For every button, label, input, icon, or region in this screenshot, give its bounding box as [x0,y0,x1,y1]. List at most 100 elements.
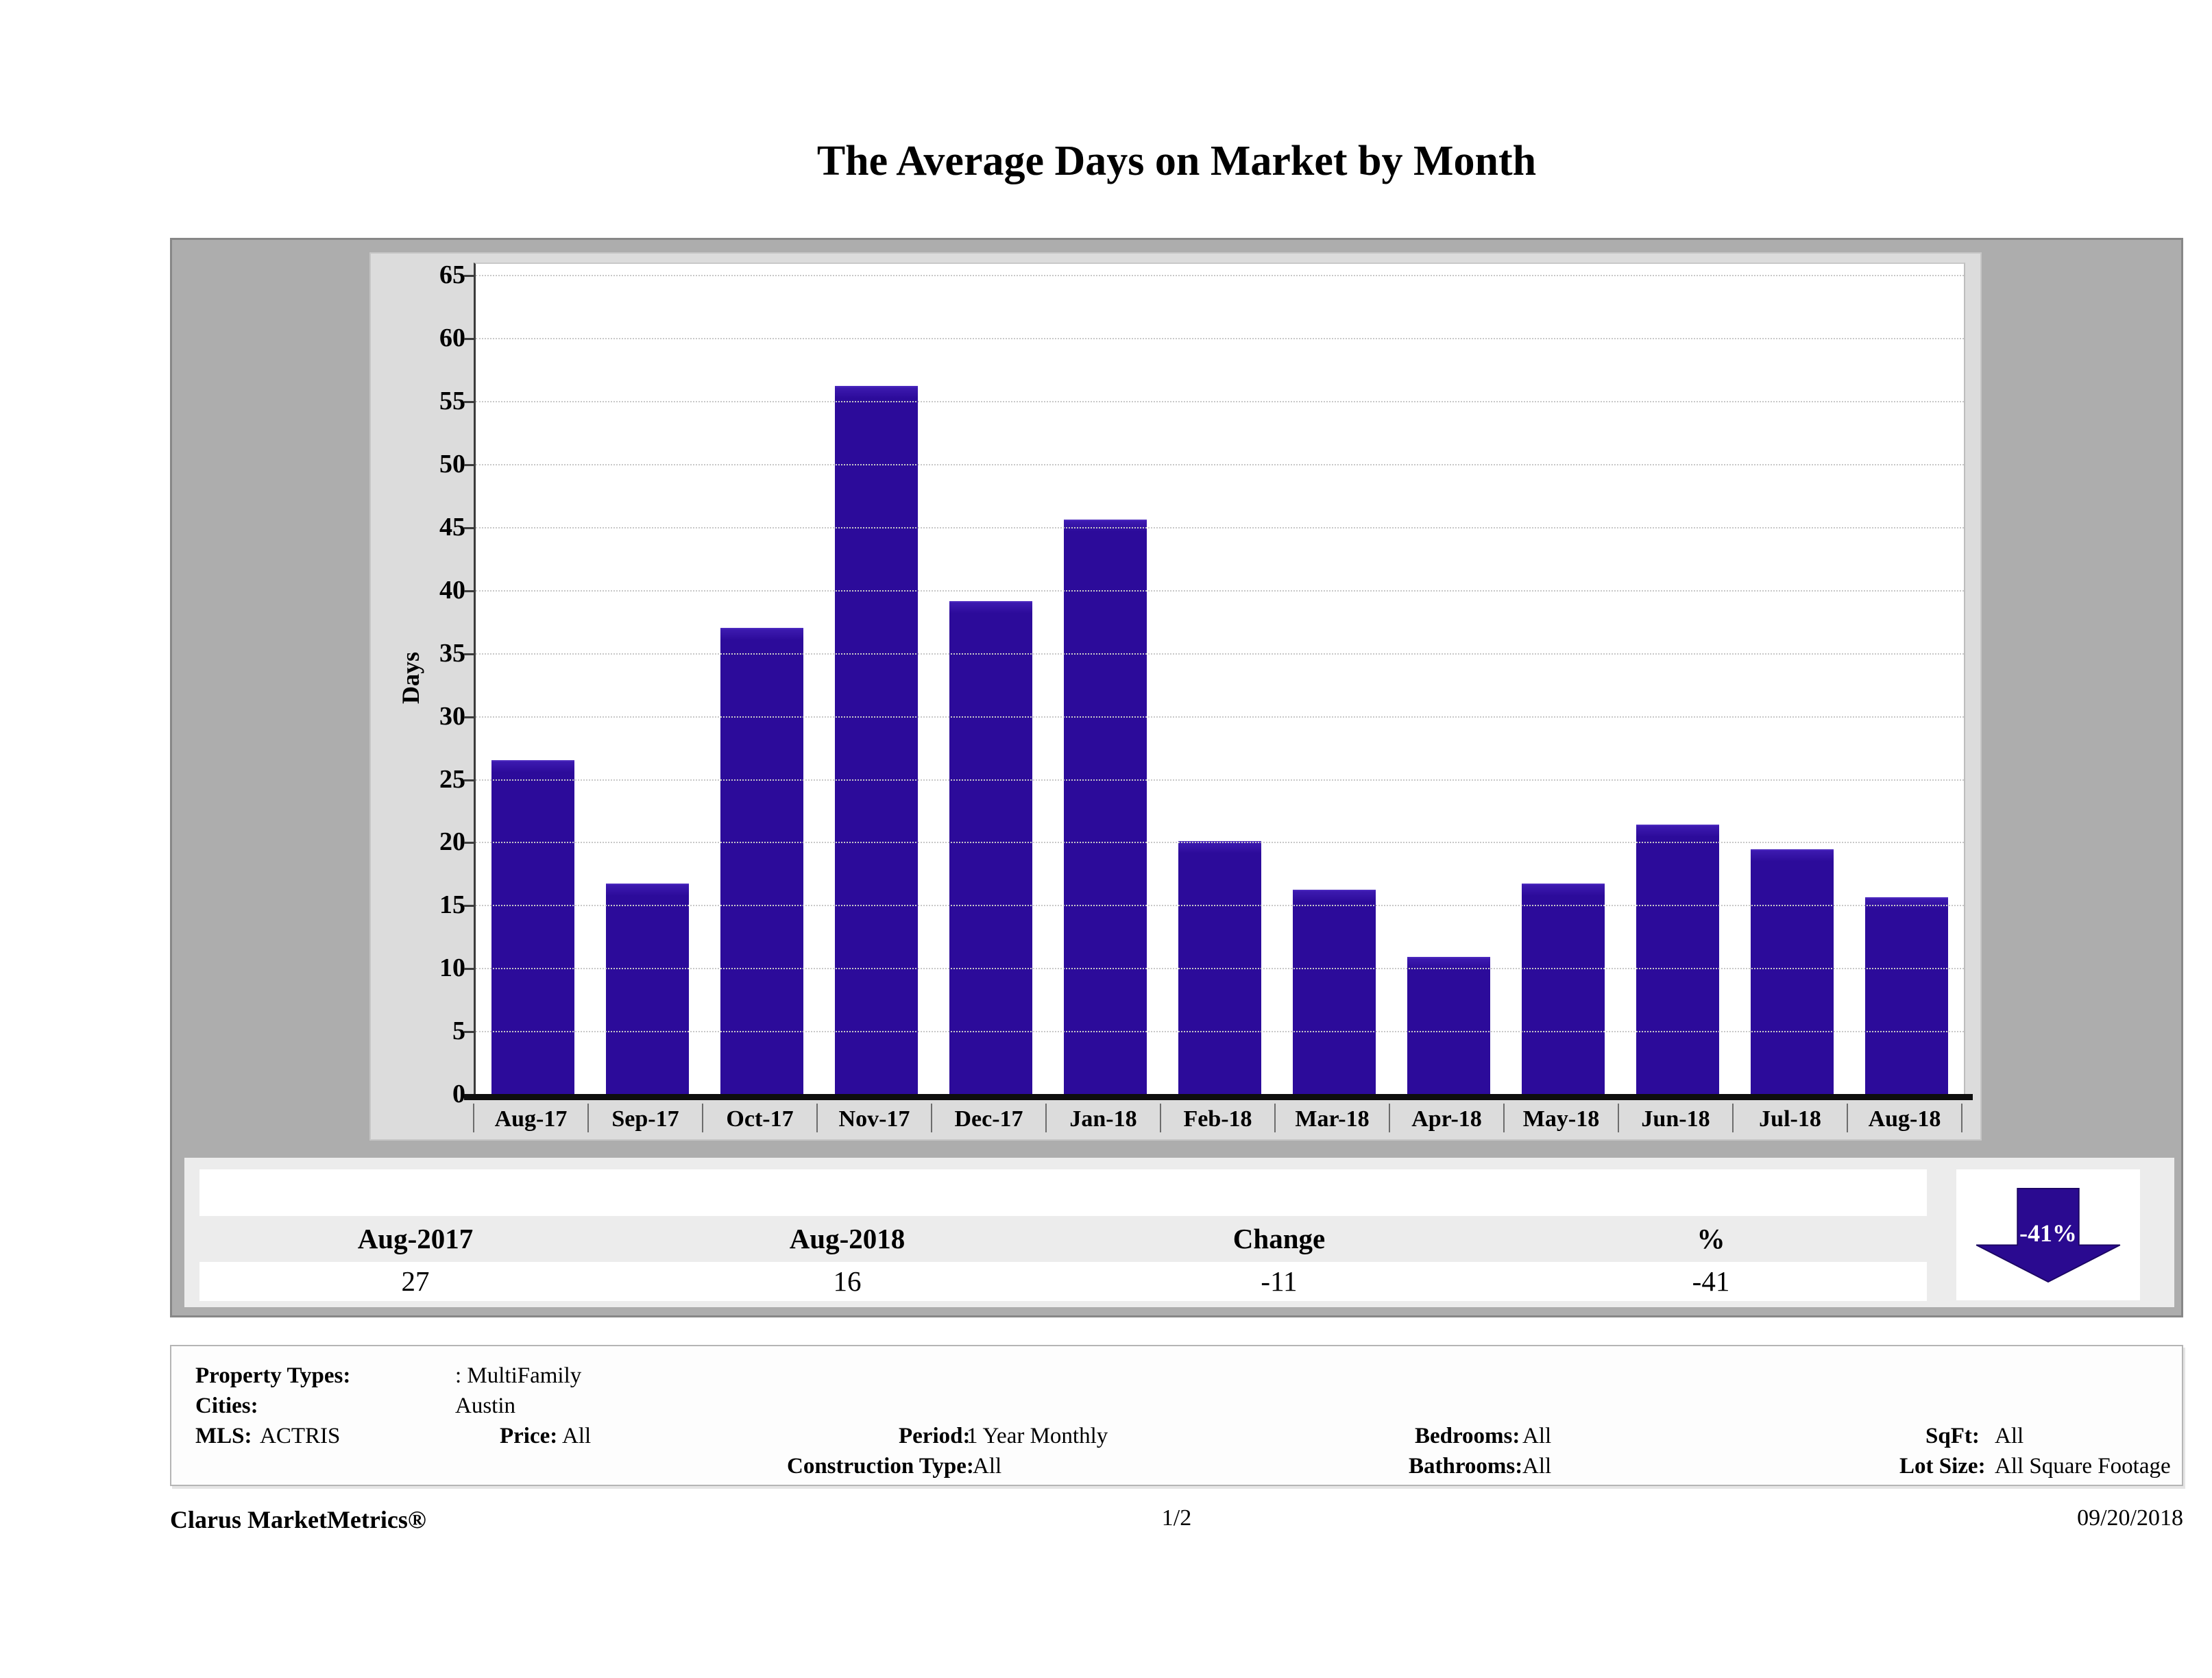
lot-size-value: All Square Footage [1995,1454,2171,1479]
bathrooms-label: Bathrooms: [1409,1454,1523,1479]
x-tick-label-Nov-17: Nov-17 [838,1106,910,1132]
h-gridline-5 [476,1031,1964,1033]
property-types-value: : MultiFamily [455,1363,582,1388]
property-types-label: Property Types: [195,1363,351,1388]
h-gridline-40 [476,589,1964,592]
filters-box: Property Types: : MultiFamily Cities: Au… [170,1345,2183,1486]
h-gridline-55 [476,401,1964,403]
period-label: Period: [899,1424,971,1448]
h-gridline-10 [476,968,1964,970]
bar-Oct-17 [720,628,803,1095]
y-axis-labels: 0 5 10 15 20 25 30 35 40 45 50 55 60 65 [371,260,470,1108]
x-axis-labels: Aug-17 Sep-17 Oct-17 Nov-17 Dec-17 Jan-18 Feb-… [473,1104,1962,1135]
bar-slot-Apr-18 [1391,264,1506,1095]
bedrooms-value: All [1522,1424,1552,1448]
bar-slot-Jul-18 [1735,264,1849,1095]
bar-Jan-18 [1064,519,1147,1095]
y-tick-label-55: 55 [439,387,465,416]
y-tick-label-30: 30 [439,701,465,731]
summary-header-cell-Aug-2018: Aug-2018 [789,1223,906,1254]
bar-slot-Dec-17 [934,264,1048,1095]
summary-value-cell-Aug-2018: 16 [833,1265,862,1297]
y-tick-label-25: 25 [439,764,465,794]
x-tick-separator [1160,1104,1161,1132]
bar-slot-Aug-17 [476,264,590,1095]
x-tick-label-Jul-18: Jul-18 [1759,1106,1821,1132]
y-tick-label-65: 65 [439,260,465,290]
x-tick-label-Oct-17: Oct-17 [726,1106,794,1132]
h-gridline-50 [476,464,1964,466]
summary-value-cell-Aug-2017: 27 [401,1265,430,1297]
arrow-percent-label: -41% [2019,1219,2077,1246]
bar-Jun-18 [1636,824,1719,1095]
footer: Clarus MarketMetrics® 1/2 09/20/2018 [170,1505,2183,1541]
y-tick-mark-25 [464,779,474,781]
y-tick-mark-60 [464,338,474,341]
x-tick-separator [1503,1104,1505,1132]
y-tick-label-20: 20 [439,827,465,857]
y-tick-mark-10 [464,968,474,971]
summary-header-row: Aug-2017 Aug-2018 Change% [199,1216,1927,1262]
y-tick-mark-55 [464,401,474,404]
summary-blank-row [199,1169,1927,1216]
x-tick-separator [1732,1104,1734,1132]
chart-region: Days 0 5 10 15 20 25 30 35 40 45 50 55 60 65 Aug-17 Se… [170,238,2183,1317]
x-tick-separator [930,1104,932,1132]
bar-slot-Jun-18 [1620,264,1735,1095]
bar-Aug-17 [491,759,574,1095]
x-tick-separator [1274,1104,1276,1132]
x-tick-separator [1388,1104,1390,1132]
plot-panel: Days 0 5 10 15 20 25 30 35 40 45 50 55 60 65 Aug-17 Se… [369,252,1982,1141]
summary-values-row: 27 16 -11 -41 [199,1262,1927,1301]
x-tick-label-Aug-17: Aug-17 [494,1106,568,1132]
y-tick-label-10: 10 [439,953,465,983]
bathrooms-value: All [1522,1454,1552,1479]
y-tick-label-60: 60 [439,324,465,353]
bar-Nov-17 [835,386,918,1095]
y-tick-mark-20 [464,842,474,844]
y-tick-mark-35 [464,653,474,655]
x-tick-separator [1961,1104,1962,1132]
bar-Apr-18 [1407,956,1490,1095]
x-tick-label-Mar-18: Mar-18 [1295,1106,1370,1132]
x-tick-separator [473,1104,474,1132]
y-tick-label-45: 45 [439,512,465,542]
bar-Jul-18 [1751,849,1834,1095]
y-tick-mark-45 [464,526,474,529]
h-gridline-25 [476,779,1964,781]
lot-size-label: Lot Size: [1899,1454,1986,1479]
x-tick-separator [816,1104,818,1132]
h-gridline-45 [476,526,1964,528]
footer-brand: Clarus MarketMetrics® [170,1506,426,1533]
y-tick-label-0: 0 [452,1080,465,1108]
summary-header-cell-Aug-2017: Aug-2017 [357,1223,474,1254]
bar-slot-Jan-18 [1048,264,1163,1095]
h-gridline-30 [476,716,1964,718]
h-gridline-60 [476,338,1964,340]
y-tick-label-40: 40 [439,575,465,605]
y-tick-label-5: 5 [452,1017,465,1046]
y-tick-mark-5 [464,1031,474,1034]
sqft-label: SqFt: [1925,1424,1980,1448]
y-tick-mark-65 [464,275,474,278]
x-axis-baseline [464,1094,1973,1100]
x-tick-separator [1618,1104,1619,1132]
y-tick-label-15: 15 [439,890,465,920]
bar-slot-Oct-17 [705,264,819,1095]
x-tick-label-Jun-18: Jun-18 [1641,1106,1710,1132]
bar-May-18 [1522,884,1605,1095]
x-tick-separator [1847,1104,1848,1132]
bar-slot-Aug-18 [1849,264,1964,1095]
x-tick-label-Jan-18: Jan-18 [1069,1106,1137,1132]
summary-header-cell-%: % [1697,1223,1725,1254]
h-gridline-15 [476,905,1964,907]
footer-page-indicator: 1/2 [1161,1505,1192,1531]
cities-value: Austin [455,1394,516,1418]
bar-Sep-17 [606,884,689,1095]
bar-slot-May-18 [1506,264,1620,1095]
bar-slot-Nov-17 [819,264,934,1095]
period-value: 1 Year Monthly [967,1424,1108,1448]
price-label: Price: [500,1424,558,1448]
y-tick-mark-40 [464,589,474,592]
